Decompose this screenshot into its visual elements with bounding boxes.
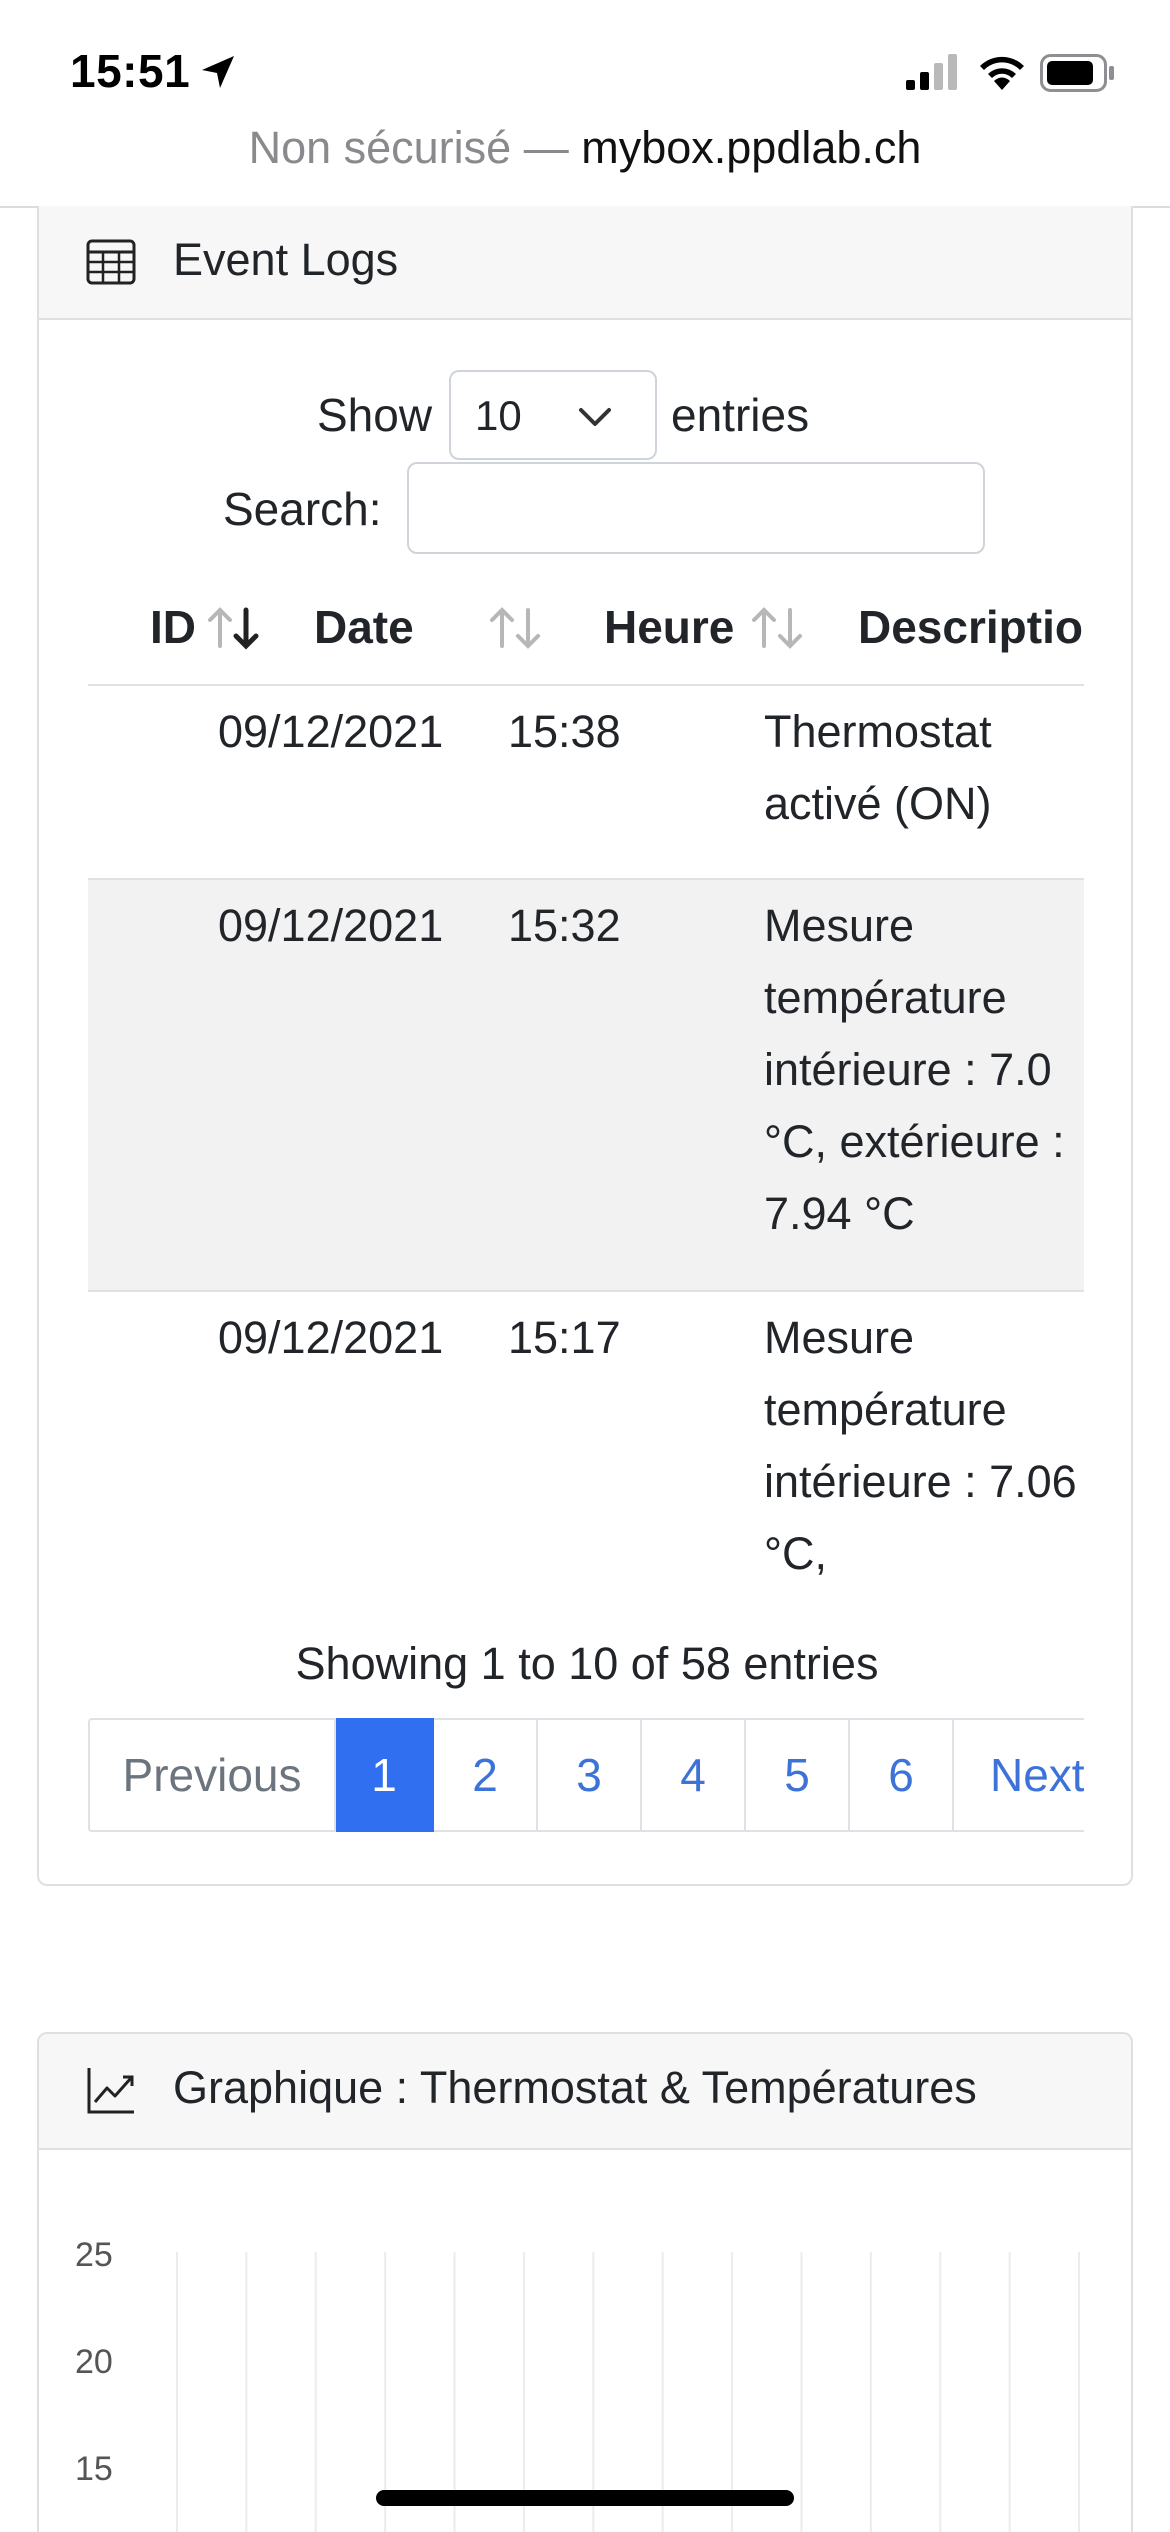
column-header-heure[interactable]: Heure (604, 601, 735, 653)
page-button-6[interactable]: 6 (850, 1718, 954, 1832)
cell-date: 09/12/2021 (218, 1312, 444, 1363)
column-header-date[interactable]: Date (314, 601, 414, 653)
y-tick-label: 25 (75, 2236, 113, 2274)
y-tick-label: 20 (75, 2343, 113, 2381)
event-logs-table: ID Date Heure Description 09/12/2021 15:… (88, 570, 1084, 1650)
table-row: 09/12/2021 15:32 Mesure température inté… (88, 880, 1084, 1292)
sort-desc-icon[interactable] (206, 604, 264, 652)
table-header: ID Date Heure Description (88, 570, 1084, 686)
chart-card: Graphique : Thermostat & Températures 25… (37, 2032, 1133, 2532)
cell-description: Thermostat activé (ON) (764, 706, 992, 829)
table-row: 09/12/2021 15:17 Mesure température inté… (88, 1292, 1084, 1650)
sort-icon[interactable] (488, 604, 546, 652)
cell-time: 15:17 (508, 1312, 621, 1363)
search-label: Search: (223, 483, 382, 535)
chart-svg: 25 20 15 (75, 2236, 1080, 2532)
event-logs-card: Event Logs Show 10 entries Search: ID Da… (37, 206, 1133, 1886)
cell-description: Mesure température intérieure : 7.0 °C, … (764, 900, 1065, 1239)
battery-icon (1040, 54, 1114, 92)
page-button-1[interactable]: 1 (336, 1718, 434, 1832)
card-title: Graphique : Thermostat & Températures (173, 2062, 977, 2113)
status-bar: 15:51 (0, 0, 1170, 140)
length-prefix-label: Show (317, 389, 433, 441)
page-button-3[interactable]: 3 (538, 1718, 642, 1832)
page-button-5[interactable]: 5 (746, 1718, 850, 1832)
table-row: 09/12/2021 15:38 Thermostat activé (ON) (88, 686, 1084, 880)
cell-date: 09/12/2021 (218, 706, 444, 757)
wifi-icon (980, 56, 1024, 90)
entries-select-value: 10 (475, 392, 522, 439)
card-title: Event Logs (173, 234, 399, 285)
pagination: Previous 1 2 3 4 5 6 Next (88, 1718, 1084, 1836)
page-button-2[interactable]: 2 (434, 1718, 538, 1832)
column-header-description[interactable]: Description (858, 601, 1084, 653)
address-bar[interactable]: Non sécurisé — mybox.ppdlab.ch (0, 122, 1170, 174)
entries-select[interactable]: 10 (449, 370, 657, 460)
cell-date: 09/12/2021 (218, 900, 444, 951)
previous-button[interactable]: Previous (88, 1718, 336, 1832)
next-button[interactable]: Next (954, 1718, 1084, 1832)
length-suffix-label: entries (671, 389, 810, 441)
signal-icon (906, 54, 957, 90)
sort-icon[interactable] (750, 604, 808, 652)
card-header: Event Logs (39, 206, 1131, 320)
home-indicator (376, 2490, 794, 2506)
temperature-chart: 25 20 15 (39, 2152, 1131, 2532)
page-button-4[interactable]: 4 (642, 1718, 746, 1832)
search-input[interactable] (407, 462, 985, 554)
length-menu: Show 10 entries (39, 370, 1131, 460)
url-domain: mybox.ppdlab.ch (581, 122, 922, 173)
chevron-down-icon (579, 408, 611, 426)
status-time: 15:51 (70, 45, 191, 97)
table-info: Showing 1 to 10 of 58 entries (295, 1638, 879, 1689)
cell-time: 15:32 (508, 900, 621, 951)
location-arrow-icon (202, 56, 234, 88)
search-row: Search: (39, 462, 1131, 554)
line-chart-icon (87, 2068, 134, 2114)
url-insecure-label: Non sécurisé — (248, 122, 569, 173)
table-icon (86, 239, 136, 285)
cell-time: 15:38 (508, 706, 621, 757)
y-tick-label: 15 (75, 2450, 113, 2488)
card-header: Graphique : Thermostat & Températures (39, 2034, 1131, 2150)
column-header-id[interactable]: ID (150, 601, 196, 653)
cell-description: Mesure température intérieure : 7.06 °C, (764, 1312, 1077, 1579)
